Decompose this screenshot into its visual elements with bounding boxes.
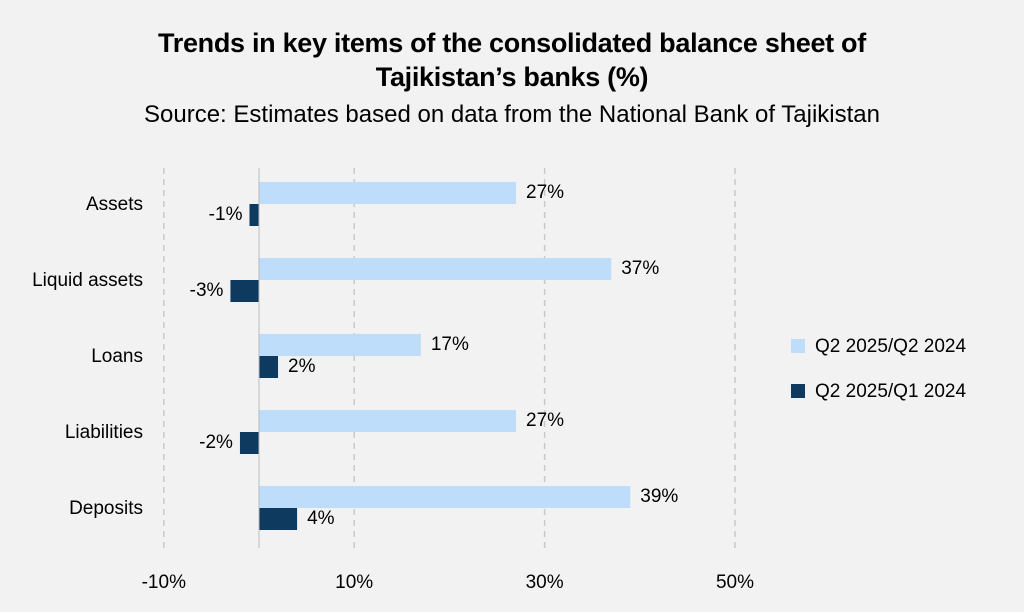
data-label: 27% — [526, 182, 564, 203]
data-label: 37% — [621, 258, 659, 279]
data-label: 4% — [307, 508, 335, 529]
bar-series-1 — [259, 334, 421, 356]
category-label: Loans — [91, 346, 143, 367]
x-tick-label: 10% — [335, 572, 373, 593]
x-tick-label: -10% — [142, 572, 186, 593]
bar-series-1 — [259, 182, 517, 204]
data-label: 17% — [431, 334, 469, 355]
bar-series-2 — [230, 280, 259, 302]
data-label: -2% — [199, 432, 233, 453]
legend-swatch-series-1 — [791, 339, 805, 353]
chart-subtitle: Source: Estimates based on data from the… — [144, 101, 880, 128]
bar-series-2 — [239, 432, 259, 454]
bars: 27% -1% 37% -3% 17% 2% 27% -2% 39% 4% — [190, 182, 678, 530]
category-label: Liabilities — [65, 422, 143, 443]
data-label: 2% — [288, 356, 316, 377]
chart-title-line-1: Trends in key items of the consolidated … — [158, 28, 866, 58]
chart-title-line-2: Tajikistan’s banks (%) — [375, 62, 649, 92]
axes: -10% 10% 30% 50% Assets Liquid assets Loans Lia… — [32, 168, 754, 593]
category-label: Deposits — [69, 498, 143, 519]
legend-label: Q2 2025/Q2 2024 — [815, 336, 966, 357]
data-label: -3% — [190, 280, 224, 301]
bar-series-1 — [259, 486, 631, 508]
legend-swatch-series-2 — [791, 384, 805, 398]
bar-series-2 — [259, 356, 279, 378]
data-label: 27% — [526, 410, 564, 431]
chart-title: Trends in key items of the consolidated … — [0, 26, 1024, 94]
legend: Q2 2025/Q2 2024 Q2 2025/Q1 2024 — [791, 336, 966, 402]
bar-series-2 — [259, 508, 298, 530]
legend-label: Q2 2025/Q1 2024 — [815, 381, 966, 402]
data-label: -1% — [209, 204, 243, 225]
bar-series-1 — [259, 410, 517, 432]
bar-series-2 — [249, 204, 259, 226]
x-tick-label: 50% — [716, 572, 754, 593]
grid-lines — [163, 168, 736, 548]
category-label: Assets — [86, 194, 143, 215]
data-label: 39% — [640, 486, 678, 507]
category-label: Liquid assets — [32, 270, 143, 291]
x-tick-label: 30% — [526, 572, 564, 593]
bar-series-1 — [259, 258, 612, 280]
